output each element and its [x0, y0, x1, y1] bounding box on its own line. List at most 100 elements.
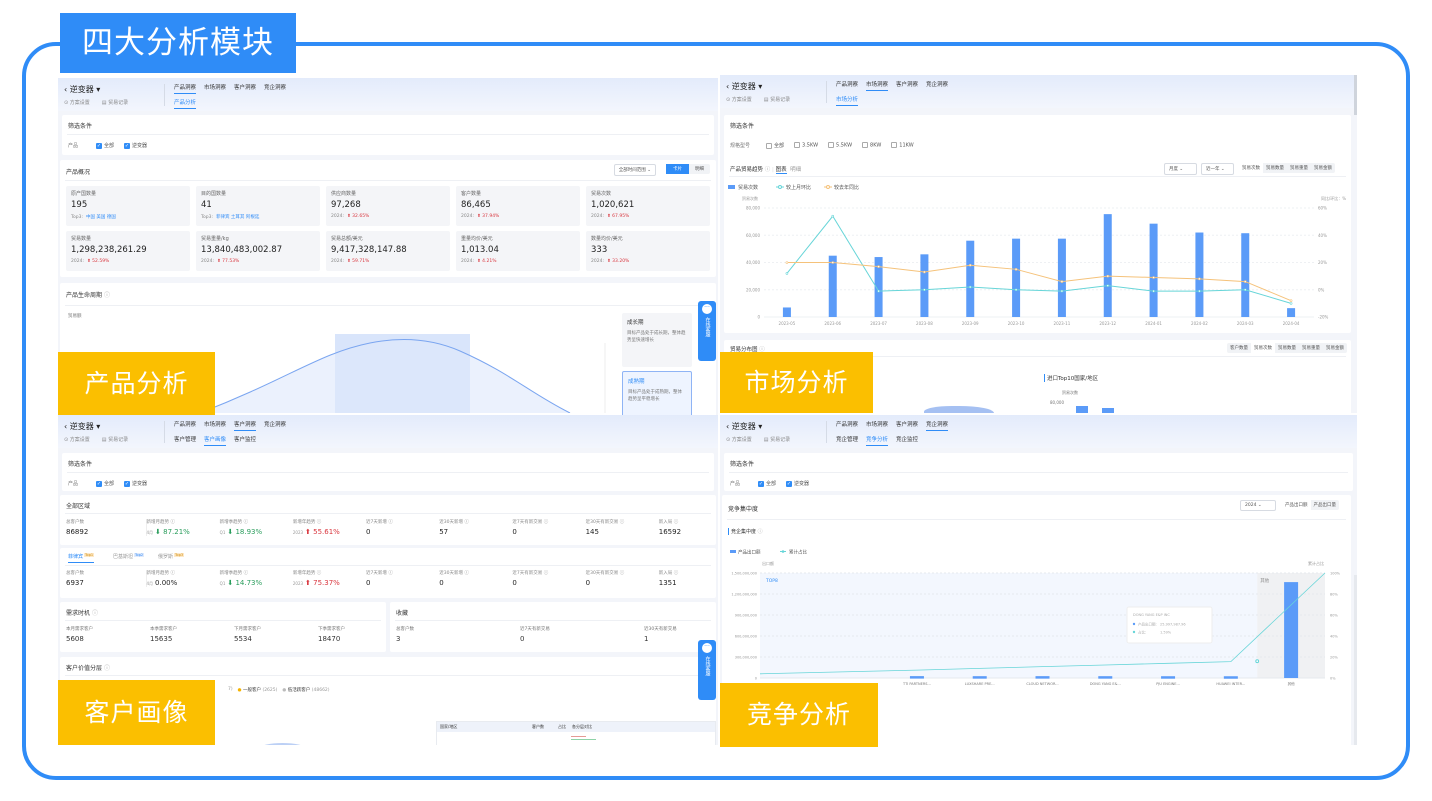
nav-tab[interactable]: 竞企洞察 [264, 85, 287, 91]
checkbox-label: 全部 [766, 481, 777, 487]
nav-tab[interactable]: 市场洞察 [204, 85, 227, 91]
plan-settings-label: 方案设置 [69, 100, 90, 106]
scrollbar[interactable] [1354, 575, 1357, 745]
metric-button[interactable]: 贸易重量 [1302, 346, 1320, 351]
metric-button[interactable]: 贸易数量 [1278, 346, 1296, 351]
top3-list[interactable]: 中国 美国 德国 [85, 215, 116, 220]
checkbox-inverter[interactable]: ✓ 逆变器 [124, 480, 147, 487]
online-service-button[interactable]: ··· 在线客服 [698, 301, 716, 361]
tab-detail[interactable]: 明细 [790, 167, 802, 173]
sub-tab[interactable]: 客户画像 [204, 435, 227, 446]
product-selector[interactable]: ‹ 逆变器 ▾ [64, 85, 101, 94]
tab-chart[interactable]: 图表 [775, 167, 787, 174]
nav-tab[interactable]: 客户洞察 [896, 82, 919, 88]
trade-records-link[interactable]: ▤ 贸易记录 [101, 100, 129, 106]
kpi-card: 原产国数量 195 Top3: 中国 美国 德国 [66, 186, 190, 226]
stat-item: 近7天有新交易 ⓘ 0 [512, 519, 585, 536]
metric-button[interactable]: 产品出口量 [1313, 503, 1337, 508]
sub-tab[interactable]: 产品分析 [174, 98, 197, 109]
spec-checkbox[interactable]: 5.5KW [828, 142, 852, 149]
nav-tab[interactable]: 竞企洞察 [926, 420, 949, 431]
country-tab[interactable]: 巴基斯坦 Top2 [113, 553, 145, 560]
spec-checkbox[interactable]: 8KW [862, 142, 881, 149]
product-label: 产品 [68, 481, 79, 487]
year-select[interactable]: 2024 ⌄ [1240, 500, 1276, 511]
metric-button[interactable]: 贸易金额 [1314, 166, 1332, 171]
sub-tab[interactable]: 竞企管理 [836, 437, 859, 443]
nav-tab[interactable]: 产品洞察 [836, 422, 859, 428]
trade-records-link[interactable]: ▤ 贸易记录 [101, 437, 129, 443]
trade-records-link[interactable]: ▤ 贸易记录 [763, 97, 791, 103]
sub-tab[interactable]: 竞企监控 [896, 437, 919, 443]
metric-button[interactable]: 贸易金额 [1326, 346, 1344, 351]
plan-settings-link[interactable]: ⊙ 方案设置 [64, 437, 90, 443]
detail-view-button[interactable]: 明细 [695, 167, 704, 172]
x-tick-label: 2023-06 [824, 321, 841, 326]
nav-tab[interactable]: 产品洞察 [174, 83, 197, 94]
plan-settings-link[interactable]: ⊙ 方案设置 [726, 437, 752, 443]
legend-item[interactable]: ● 低活跃客户 (48662) [282, 687, 329, 693]
scrollbar[interactable] [1354, 75, 1357, 115]
product-selector[interactable]: ‹ 逆变器 ▾ [726, 82, 763, 91]
bar-export-amount [909, 676, 924, 679]
sub-tab[interactable]: 客户管理 [174, 437, 197, 443]
checkbox-all[interactable]: ✓ 全部 [96, 480, 114, 487]
nav-tab[interactable]: 产品洞察 [836, 82, 859, 88]
metric-button[interactable]: 贸易数量 [1266, 166, 1284, 171]
nav-tab[interactable]: 客户洞察 [896, 422, 919, 428]
sub-tab[interactable]: 市场分析 [836, 95, 859, 106]
spec-checkbox[interactable]: 3.5KW [794, 142, 818, 149]
checkbox-all[interactable]: ✓ 全部 [758, 480, 776, 487]
country-tab[interactable]: 菲律宾 Top1 [68, 553, 95, 563]
sub-tab[interactable]: 客户监控 [234, 437, 257, 443]
period-select[interactable]: 月度 ⌄ [1164, 163, 1197, 175]
stage-card[interactable]: 成长期 目标产品处于成长期，整体趋势呈快速增长 [622, 313, 692, 367]
metric-button[interactable]: 贸易次数 [1251, 343, 1275, 353]
product-selector[interactable]: ‹ 逆变器 ▾ [726, 422, 763, 431]
spec-checkbox[interactable]: 11KW [891, 142, 914, 149]
legend-dot: ● [282, 688, 287, 693]
checkbox-all[interactable]: ✓ 全部 [96, 142, 114, 149]
y-tick-label: 40,000 [746, 260, 760, 265]
nav-tab[interactable]: 客户洞察 [234, 85, 257, 91]
stage-card[interactable]: 成熟期 目标产品处于成熟期，整体趋势呈平稳增长 [622, 371, 692, 415]
stat-value: 0 [366, 528, 439, 536]
metric-button[interactable]: 贸易次数 [1239, 163, 1263, 173]
nav-tab[interactable]: 产品洞察 [174, 422, 197, 428]
nav-tab[interactable]: 市场洞察 [866, 80, 889, 91]
arrow-up-icon: ⬆ [476, 214, 483, 219]
line-point [923, 288, 926, 292]
time-range-select[interactable]: 全部时间范围 ⌄ [613, 164, 656, 176]
legend-item[interactable]: 7) [228, 687, 233, 693]
nav-tab[interactable]: 市场洞察 [204, 422, 227, 428]
range-select[interactable]: 近一年 ⌄ [1201, 163, 1234, 175]
stat-value: 145 [586, 528, 659, 536]
top3-list[interactable]: 菲律宾 土耳其 阿根廷 [215, 215, 260, 220]
trend-title-text: 产品贸易趋势 [730, 167, 764, 173]
product-selector[interactable]: ‹ 逆变器 ▾ [64, 422, 101, 431]
x-tick-label: PJU ENGINE... [1156, 682, 1180, 686]
nav-tab[interactable]: 客户洞察 [234, 420, 257, 431]
stat-value: 86892 [66, 528, 146, 536]
legend-item[interactable]: ● 一般客户 (2625) [238, 687, 278, 693]
country-tab[interactable]: 俄罗斯 Top3 [158, 553, 185, 560]
nav-tab[interactable]: 竞企洞察 [926, 82, 949, 88]
metric-button[interactable]: 客户数量 [1230, 346, 1248, 351]
card-view-button[interactable]: 卡片 [666, 164, 689, 174]
sub-tab[interactable]: 竞争分析 [866, 435, 889, 446]
checkbox-inverter[interactable]: ✓ 逆变器 [786, 480, 809, 487]
nav-tab[interactable]: 市场洞察 [866, 422, 889, 428]
country-name: 俄罗斯 [158, 554, 174, 560]
metric-button[interactable]: 产品出口额 [1282, 500, 1311, 510]
product-name: 逆变器 [731, 422, 756, 431]
trade-records-link[interactable]: ▤ 贸易记录 [763, 437, 791, 443]
spec-checkbox[interactable]: 全部 [766, 142, 784, 149]
metric-button[interactable]: 贸易重量 [1290, 166, 1308, 171]
legend-swatch [728, 185, 735, 189]
nav-tab[interactable]: 竞企洞察 [264, 422, 287, 428]
online-service-button[interactable]: ··· 在线客服 [698, 640, 716, 700]
checkbox-inverter[interactable]: ✓ 逆变器 [124, 142, 147, 149]
trade-records-label: 贸易记录 [108, 100, 129, 106]
plan-settings-link[interactable]: ⊙ 方案设置 [64, 100, 90, 106]
plan-settings-link[interactable]: ⊙ 方案设置 [726, 97, 752, 103]
